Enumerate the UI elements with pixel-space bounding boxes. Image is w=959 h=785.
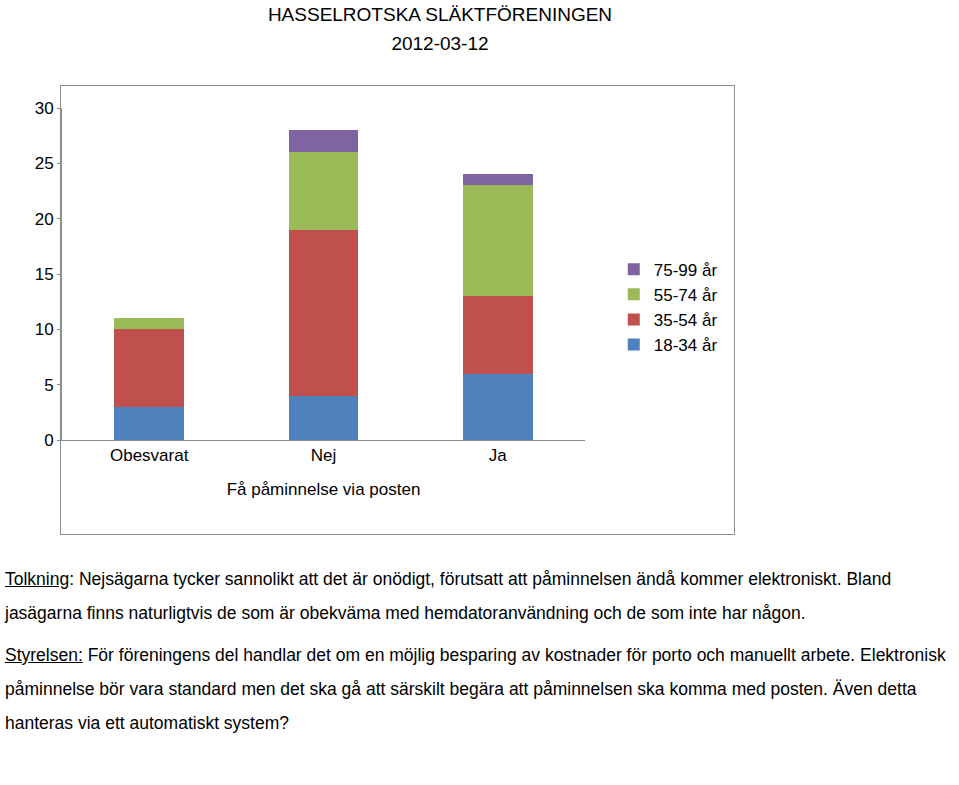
svg-text:5: 5 <box>44 376 53 395</box>
html-text:HASSELROTSKA SLÄKTFÖRENINGEN: HASSELROTSKA SLÄKTFÖRENINGEN <box>267 4 613 25</box>
svg-text:25: 25 <box>35 154 54 173</box>
html-text:2012-03-12: 2012-03-12 <box>391 33 489 54</box>
svg-text:Ja: Ja <box>489 446 508 465</box>
svg-text:55-74 år: 55-74 år <box>654 286 718 305</box>
svg-text:30: 30 <box>35 99 54 118</box>
svg-text:0: 0 <box>44 431 53 450</box>
svg-text:Obesvarat: Obesvarat <box>110 446 189 465</box>
svg-text:35-54 år: 35-54 år <box>654 311 718 330</box>
svg-text:20: 20 <box>35 210 54 229</box>
svg-text:75-99 år: 75-99 år <box>654 261 718 280</box>
html-text:Tolkning: Nejsägarna tycker sa: Tolkning: Nejsägarna tycker sannolikt at… <box>5 569 892 623</box>
svg-text:10: 10 <box>35 320 54 339</box>
svg-text:15: 15 <box>35 265 54 284</box>
svg-text:18-34 år: 18-34 år <box>654 336 718 355</box>
html-text:Styrelsen: För föreningens del: Styrelsen: För föreningens del handlar d… <box>5 645 946 733</box>
svg-text:Nej: Nej <box>311 446 337 465</box>
svg-text:Få påminnelse via posten: Få påminnelse via posten <box>227 480 421 499</box>
